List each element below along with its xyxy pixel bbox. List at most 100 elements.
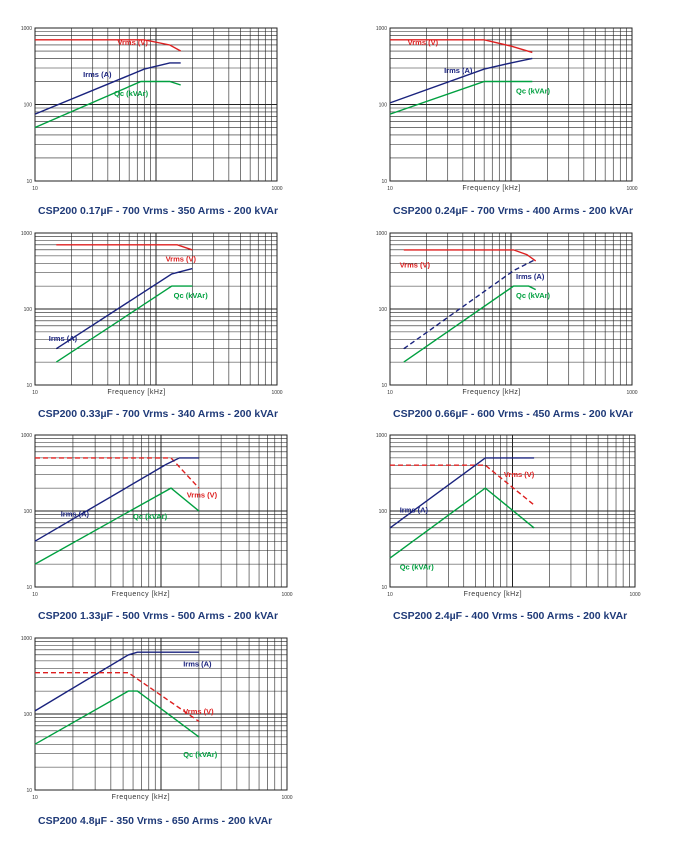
y-tick-label: 100 xyxy=(379,103,388,109)
chart-caption: CSP200 4.8µF - 350 Vrms - 650 Arms - 200… xyxy=(38,815,273,827)
plot-frame xyxy=(34,637,288,791)
chart-4: 10 100 1000 10 1000 Frequency [kHz] Vrms (V) Ir… xyxy=(376,231,638,396)
y-tick-label: 1000 xyxy=(21,433,32,439)
x-tick-label: 10 xyxy=(32,186,38,192)
x-tick-label: 10 xyxy=(32,592,38,598)
series-label: Irms (A) xyxy=(444,66,473,75)
y-tick-label: 1000 xyxy=(376,26,387,32)
x-axis-label: Frequency [kHz] xyxy=(462,389,520,396)
series-line-vrms xyxy=(35,457,200,489)
series-label: Irms (A) xyxy=(183,660,212,669)
x-tick-label: 1000 xyxy=(626,186,637,192)
series-line-qc xyxy=(389,487,535,559)
y-tick-label: 100 xyxy=(24,307,33,313)
y-tick-label: 1000 xyxy=(21,26,32,32)
series-line-irms xyxy=(34,457,199,542)
x-tick-label: 1000 xyxy=(271,390,282,396)
series-line-irms xyxy=(389,57,533,104)
chart-6: 10 100 1000 10 1000 Frequency [kHz] Vrms (V) Ir… xyxy=(376,433,641,598)
chart-caption: CSP200 2.4µF - 400 Vrms - 500 Arms - 200… xyxy=(393,610,628,622)
y-tick-label: 100 xyxy=(24,103,33,109)
x-tick-label: 1000 xyxy=(271,186,282,192)
series-label: Vrms (V) xyxy=(187,491,218,500)
plot-frame xyxy=(34,27,278,182)
x-axis-label: Frequency [kHz] xyxy=(112,794,170,801)
x-axis-label: Frequency [kHz] xyxy=(112,591,170,598)
series-line-vrms xyxy=(403,249,537,262)
x-axis-label: Frequency [kHz] xyxy=(107,389,165,396)
series-label: Vrms (V) xyxy=(166,255,197,264)
chart-caption: CSP200 1.33µF - 500 Vrms - 500 Arms - 20… xyxy=(38,610,279,622)
series-line-irms xyxy=(403,258,537,350)
series-label: Irms (A) xyxy=(83,70,112,79)
x-tick-label: 10 xyxy=(32,795,38,801)
y-tick-label: 10 xyxy=(381,383,387,389)
series-label: Qc (kVAr) xyxy=(183,750,218,759)
series-line-qc xyxy=(34,80,181,129)
plot-frame xyxy=(389,27,633,182)
plot-frame xyxy=(34,434,288,588)
series-label: Irms (A) xyxy=(49,334,78,343)
series-label: Qc (kVAr) xyxy=(516,291,551,300)
x-tick-label: 10 xyxy=(387,592,393,598)
series-line-irms xyxy=(34,651,199,712)
x-axis-label: Frequency [kHz] xyxy=(464,591,522,598)
x-tick-label: 10 xyxy=(387,390,393,396)
grid xyxy=(389,27,633,182)
y-tick-label: 10 xyxy=(26,585,32,591)
chart-7: 10 100 1000 10 1000 Frequency [kHz] Irms (A) Vr… xyxy=(21,636,293,801)
series-line-vrms xyxy=(35,39,182,52)
series-line-qc xyxy=(55,285,193,363)
x-tick-label: 1000 xyxy=(281,592,292,598)
plot-frame xyxy=(389,434,636,588)
series-line-qc xyxy=(389,80,533,115)
x-tick-label: 10 xyxy=(32,390,38,396)
series-line-irms xyxy=(389,457,535,529)
x-tick-label: 1000 xyxy=(626,390,637,396)
series-label: Qc (kVAr) xyxy=(114,89,149,98)
series-label: Irms (A) xyxy=(516,272,545,281)
series-label: Vrms (V) xyxy=(183,707,214,716)
chart-5: 10 100 1000 10 1000 Frequency [kHz] Vrms (V) Ir… xyxy=(21,433,293,598)
y-tick-label: 10 xyxy=(26,383,32,389)
chart-3: 10 100 1000 10 1000 Frequency [kHz] Vrms (V) Ir… xyxy=(21,231,283,396)
y-tick-label: 1000 xyxy=(21,231,32,237)
x-axis-label: Frequency [kHz] xyxy=(462,185,520,192)
series-label: Vrms (V) xyxy=(504,470,535,479)
series-label: Vrms (V) xyxy=(408,38,439,47)
y-tick-label: 10 xyxy=(381,585,387,591)
y-tick-label: 100 xyxy=(379,509,388,515)
chart-caption: CSP200 0.33µF - 700 Vrms - 340 Arms - 20… xyxy=(38,408,279,420)
chart-caption: CSP200 0.24µF - 700 Vrms - 400 Arms - 20… xyxy=(393,205,634,217)
series-line-qc xyxy=(34,487,200,565)
grid xyxy=(34,637,288,791)
chart-2: 10 100 1000 10 1000 Frequency [kHz] Vrms (V) Ir… xyxy=(376,26,638,192)
y-tick-label: 10 xyxy=(381,179,387,185)
chart-1: 10 100 1000 10 1000 Vrms (V) Irms (A) Qc (kVAr) xyxy=(21,26,283,192)
x-tick-label: 10 xyxy=(387,186,393,192)
series-line-vrms xyxy=(390,464,535,506)
series-label: Qc (kVAr) xyxy=(400,562,435,571)
chart-caption: CSP200 0.66µF - 600 Vrms - 450 Arms - 20… xyxy=(393,408,634,420)
series-label: Qc (kVAr) xyxy=(516,86,551,95)
series-label: Irms (A) xyxy=(61,509,90,518)
x-tick-label: 1000 xyxy=(629,592,640,598)
y-tick-label: 100 xyxy=(24,712,33,718)
y-tick-label: 100 xyxy=(24,509,33,515)
y-tick-label: 100 xyxy=(379,307,388,313)
plot-frame xyxy=(34,232,278,386)
series-line-qc xyxy=(403,285,537,363)
series-line-qc xyxy=(34,690,200,745)
x-tick-label: 1000 xyxy=(281,795,292,801)
y-tick-label: 1000 xyxy=(376,433,387,439)
plot-frame xyxy=(389,232,633,386)
y-tick-label: 1000 xyxy=(21,636,32,642)
grid xyxy=(389,232,633,386)
series-label: Qc (kVAr) xyxy=(174,291,209,300)
grid xyxy=(34,27,278,182)
y-tick-label: 1000 xyxy=(376,231,387,237)
series-line-vrms xyxy=(56,244,193,251)
grid xyxy=(34,232,278,386)
series-label: Qc (kVAr) xyxy=(133,512,168,521)
series-label: Vrms (V) xyxy=(117,38,148,47)
